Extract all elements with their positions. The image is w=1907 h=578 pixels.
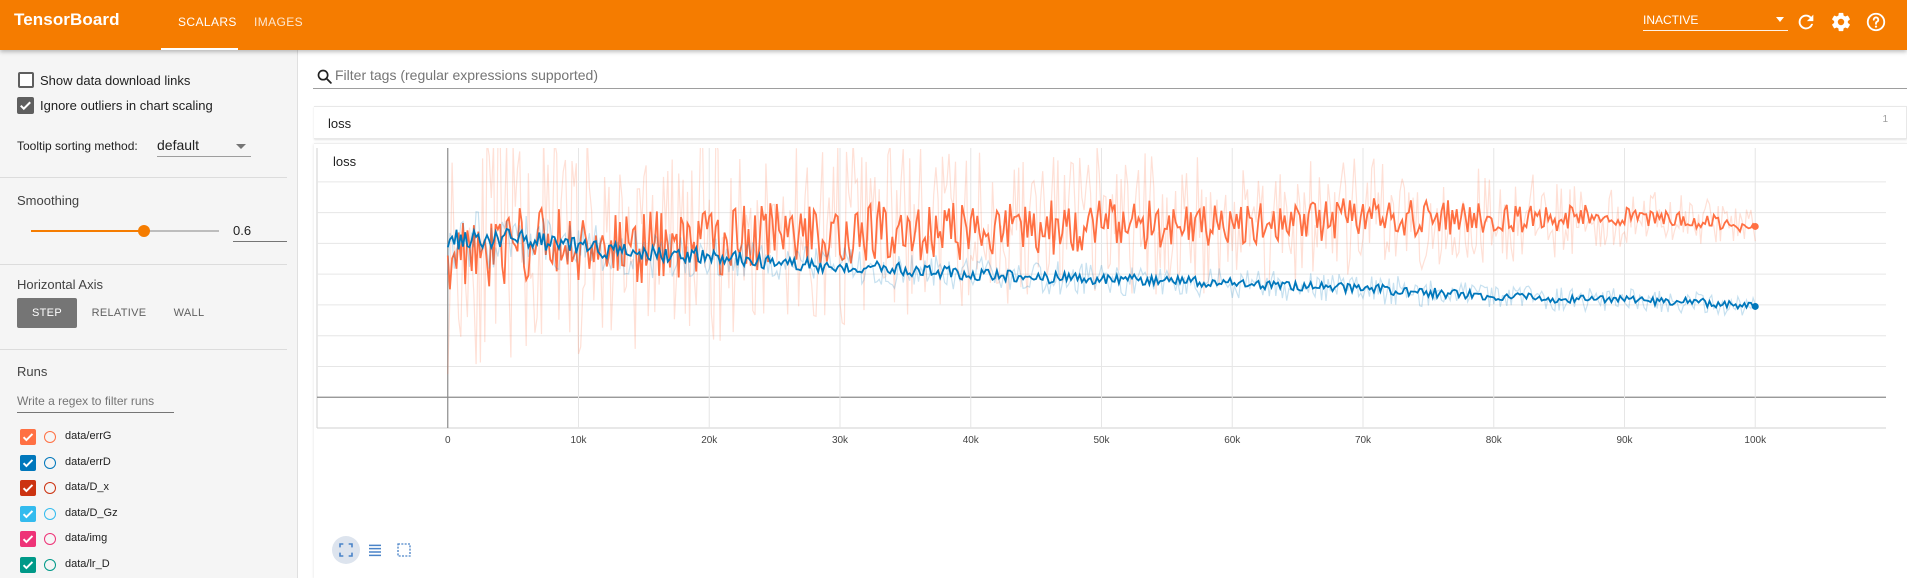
- top-app-bar: TensorBoard SCALARS IMAGES INACTIVE: [0, 0, 1907, 50]
- check-icon: [22, 484, 34, 493]
- run-checkbox[interactable]: [20, 505, 36, 522]
- sidebar: Show data download links Ignore outliers…: [0, 50, 298, 578]
- plugin-select[interactable]: INACTIVE: [1643, 11, 1788, 31]
- run-label: data/D_x: [65, 481, 110, 493]
- divider: [0, 177, 287, 178]
- search-icon: [317, 69, 332, 84]
- tag-filter-input[interactable]: Filter tags (regular expressions support…: [313, 63, 1907, 89]
- fit-domain-button[interactable]: [390, 536, 418, 564]
- axis-step-button[interactable]: STEP: [17, 298, 77, 328]
- smoothing-input[interactable]: 0.6: [233, 220, 287, 242]
- x-tick-label: 50k: [1093, 435, 1110, 446]
- run-label: data/img: [65, 532, 108, 544]
- x-tick-label: 20k: [701, 435, 718, 446]
- x-tick-label: 70k: [1355, 435, 1372, 446]
- check-icon: [22, 458, 34, 467]
- check-icon: [20, 101, 31, 111]
- x-tick-label: 60k: [1224, 435, 1241, 446]
- run-label: data/D_Gz: [65, 506, 118, 519]
- refresh-icon[interactable]: [1795, 11, 1817, 33]
- x-tick-label: 90k: [1616, 435, 1633, 446]
- show-download-links-checkbox[interactable]: [18, 72, 34, 88]
- series-end-point: [1751, 302, 1759, 310]
- x-tick-label: 30k: [832, 435, 849, 446]
- run-item[interactable]: data/lr_D: [20, 556, 270, 574]
- smoothing-slider[interactable]: [31, 225, 219, 237]
- axis-relative-button[interactable]: RELATIVE: [91, 307, 147, 319]
- divider: [0, 349, 287, 350]
- chart-title: loss: [333, 154, 357, 169]
- x-tick-label: 80k: [1486, 435, 1503, 446]
- tooltip-sorting-select[interactable]: default: [157, 135, 251, 157]
- tab-scalars[interactable]: SCALARS: [178, 15, 237, 29]
- run-color-radio[interactable]: [44, 558, 56, 571]
- check-icon: [22, 535, 34, 544]
- app-title: TensorBoard: [14, 10, 120, 29]
- smoothing-slider-fill: [31, 230, 144, 232]
- list-icon: [369, 544, 381, 557]
- run-item[interactable]: data/errD: [20, 454, 270, 472]
- run-checkbox[interactable]: [20, 480, 36, 496]
- run-label: data/lr_D: [65, 557, 110, 570]
- divider: [0, 264, 287, 265]
- loss-chart[interactable]: 00.20.40.60.811.21.4010k20k30k40k50k60k7…: [314, 144, 1907, 534]
- run-item[interactable]: data/D_Gz: [20, 505, 270, 523]
- fullscreen-icon: [339, 543, 353, 557]
- smoothing-label: Smoothing: [17, 193, 80, 208]
- show-download-links-label: Show data download links: [40, 73, 191, 88]
- chevron-down-icon: [236, 144, 246, 149]
- run-label: data/errD: [65, 455, 111, 468]
- tag-group-count: 1: [1882, 114, 1888, 125]
- run-color-radio[interactable]: [44, 507, 56, 520]
- tooltip-sorting-value: default: [157, 137, 200, 153]
- run-checkbox[interactable]: [20, 531, 36, 547]
- series-smoothed-line: [446, 227, 1756, 311]
- fullscreen-button[interactable]: [332, 536, 360, 564]
- settings-icon[interactable]: [1830, 11, 1852, 33]
- smoothing-slider-knob[interactable]: [137, 225, 150, 237]
- run-checkbox[interactable]: [20, 454, 36, 471]
- axis-wall-button[interactable]: WALL: [173, 307, 205, 319]
- help-icon[interactable]: [1865, 11, 1887, 33]
- tooltip-sorting-label: Tooltip sorting method:: [17, 139, 138, 153]
- x-tick-label: 10k: [570, 435, 587, 446]
- run-item[interactable]: data/D_x: [20, 479, 270, 497]
- tag-group-header[interactable]: loss 1: [314, 106, 1907, 139]
- plugin-select-value: INACTIVE: [1643, 13, 1699, 27]
- horizontal-axis-label: Horizontal Axis: [17, 277, 103, 292]
- run-label: data/errG: [65, 430, 112, 442]
- tab-images[interactable]: IMAGES: [254, 15, 304, 29]
- check-icon: [22, 560, 34, 569]
- check-icon: [22, 509, 34, 518]
- series-smoothed-line: [446, 197, 1756, 290]
- run-color-radio[interactable]: [44, 533, 56, 545]
- active-tab-indicator: [161, 48, 238, 50]
- check-icon: [22, 433, 34, 442]
- run-checkbox[interactable]: [20, 429, 36, 445]
- series-end-point: [1751, 222, 1759, 230]
- runs-label: Runs: [17, 364, 48, 379]
- run-color-radio[interactable]: [44, 482, 56, 494]
- x-tick-label: 100k: [1744, 435, 1767, 446]
- toggle-log-scale-button[interactable]: [361, 536, 389, 564]
- x-tick-label: 40k: [963, 435, 980, 446]
- run-checkbox[interactable]: [20, 556, 36, 573]
- run-item[interactable]: data/img: [20, 530, 270, 548]
- chart-card: loss 00.20.40.60.811.21.4010k20k30k40k50…: [314, 143, 1907, 578]
- tag-group-title: loss: [328, 116, 352, 131]
- tag-filter-placeholder: Filter tags (regular expressions support…: [335, 67, 599, 83]
- series-raw-line: [447, 210, 1756, 317]
- ignore-outliers-label: Ignore outliers in chart scaling: [40, 98, 213, 113]
- chevron-down-icon: [1776, 17, 1784, 22]
- x-tick-label: 0: [445, 435, 451, 446]
- runs-filter-input[interactable]: Write a regex to filter runs: [17, 393, 174, 413]
- run-item[interactable]: data/errG: [20, 428, 270, 446]
- run-color-radio[interactable]: [44, 456, 56, 469]
- run-color-radio[interactable]: [44, 431, 56, 443]
- ignore-outliers-checkbox[interactable]: [17, 97, 34, 114]
- fit-domain-icon: [397, 543, 411, 557]
